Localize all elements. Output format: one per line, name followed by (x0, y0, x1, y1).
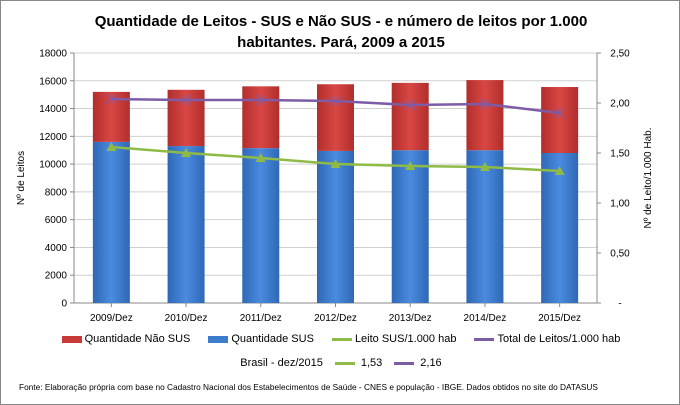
legend-label: Quantidade Não SUS (84, 333, 191, 345)
y-tick-label: 2000 (45, 271, 68, 282)
bar-nao-sus (391, 82, 429, 151)
brasil-total-value: 2,16 (420, 357, 442, 369)
bar-sus (317, 150, 354, 303)
marker-x (180, 94, 192, 106)
x-tick-label: 2012/Dez (314, 313, 357, 324)
marker-triangle (479, 162, 490, 171)
marker-x (479, 98, 491, 110)
bar-sus (167, 146, 205, 303)
marker-x (105, 93, 117, 105)
bar-sus (541, 153, 579, 303)
y-tick-label: 18000 (39, 49, 67, 60)
y-tick-label: 16000 (39, 76, 67, 87)
bar-nao-sus (242, 86, 280, 149)
brasil-sus-value: 1,53 (360, 357, 383, 369)
bar-sus (391, 150, 429, 303)
y-tick-label: 8000 (45, 187, 68, 198)
y2-tick-label: - (618, 299, 621, 310)
x-tick-label: 2010/Dez (165, 313, 208, 324)
marker-triangle (405, 161, 416, 170)
marker-triangle (106, 142, 117, 151)
y-tick-label: 14000 (39, 104, 67, 115)
legend: Quantidade Não SUS Quantidade SUS Leito … (1, 333, 679, 345)
bar-nao-sus (541, 87, 579, 153)
y2-tick-label: 1,50 (610, 149, 630, 160)
marker-x (404, 99, 416, 111)
legend-swatch (61, 335, 82, 343)
bar-nao-sus (466, 80, 504, 151)
bar-nao-sus (167, 89, 205, 147)
y-tick-label: 6000 (45, 215, 68, 226)
legend-item-total: Total de Leitos/1.000 hab (474, 333, 620, 345)
chart-title: Quantidade de Leitos - SUS e Não SUS - e… (61, 11, 621, 53)
legend-swatch (334, 361, 355, 365)
legend-item-leito-sus: Leito SUS/1.000 hab (331, 333, 457, 345)
bar-sus (92, 141, 130, 303)
y-tick-label: 0 (61, 299, 67, 310)
x-tick-label: 2014/Dez (464, 313, 507, 324)
y-tick-label: 4000 (45, 243, 68, 254)
marker-x (554, 107, 566, 119)
x-tick-label: 2015/Dez (538, 313, 581, 324)
y-axis-label: Nº de Leitos (16, 151, 27, 205)
y-tick-label: 12000 (39, 132, 67, 143)
marker-triangle (181, 148, 192, 157)
y-tick-label: 10000 (39, 160, 67, 171)
brasil-reference: Brasil - dez/2015 1,53 2,16 (1, 357, 679, 369)
legend-swatch (208, 335, 229, 343)
bar-sus (466, 150, 504, 303)
marker-triangle (255, 153, 266, 162)
y2-axis-label: Nº de Leito/1.000 Hab. (643, 128, 654, 229)
x-tick-label: 2009/Dez (90, 313, 133, 324)
legend-label: Total de Leitos/1.000 hab (497, 333, 621, 345)
legend-swatch (331, 337, 352, 341)
source-note: Fonte: Elaboração própria com base no Ca… (19, 382, 598, 392)
bar-nao-sus (317, 84, 354, 151)
marker-x (330, 95, 341, 107)
legend-label: Leito SUS/1.000 hab (354, 333, 457, 345)
x-tick-label: 2011/Dez (240, 313, 282, 324)
legend-item-sus: Quantidade SUS (208, 333, 314, 345)
title-line: habitantes. Pará, 2009 a 2015 (237, 34, 445, 51)
legend-label: Quantidade SUS (231, 333, 314, 345)
marker-x (255, 94, 267, 106)
legend-swatch (474, 337, 495, 341)
legend-item-nao-sus: Quantidade Não SUS (61, 333, 191, 345)
marker-triangle (554, 166, 565, 175)
marker-triangle (330, 159, 341, 168)
y2-tick-label: 2,00 (610, 99, 630, 110)
brasil-label: Brasil - dez/2015 (240, 357, 323, 369)
y2-tick-label: 0,50 (610, 249, 630, 260)
y2-tick-label: 1,00 (610, 199, 630, 210)
legend-swatch (394, 361, 415, 365)
bar-sus (242, 148, 280, 303)
title-line: Quantidade de Leitos - SUS e Não SUS - e… (94, 13, 588, 30)
x-tick-label: 2013/Dez (389, 313, 432, 324)
y2-tick-label: 2,50 (610, 49, 630, 60)
